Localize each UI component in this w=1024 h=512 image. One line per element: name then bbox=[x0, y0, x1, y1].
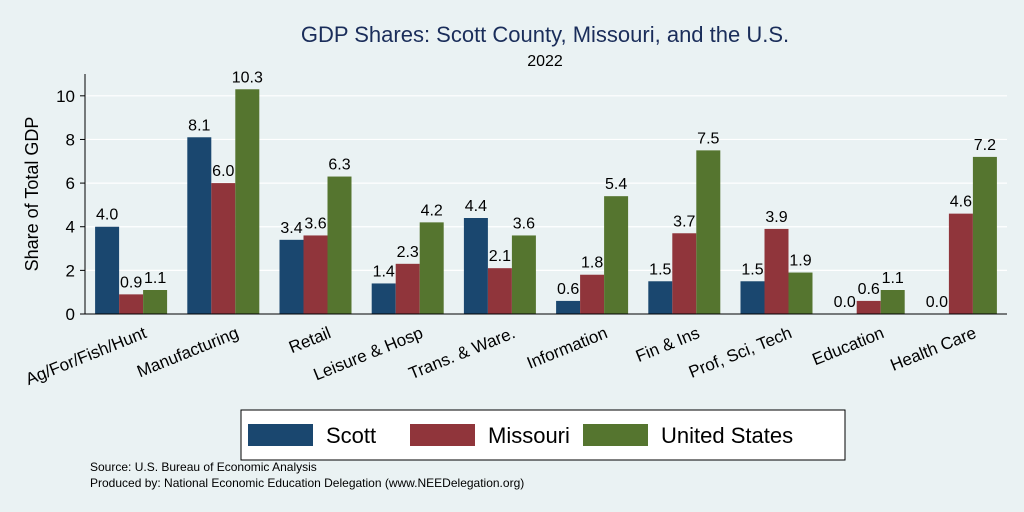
category-label: Information bbox=[524, 323, 610, 372]
data-labels: 4.00.9 1.18.16.010.33.4 3.66.31.42.34.2 4.4… bbox=[96, 69, 996, 311]
bar-united-states bbox=[696, 150, 721, 314]
data-label: 4.0 bbox=[96, 207, 118, 224]
chart-title: GDP Shares: Scott County, Missouri, and … bbox=[301, 22, 789, 47]
bar-united-states bbox=[972, 156, 997, 314]
y-tick-label: 0 bbox=[66, 305, 75, 324]
data-label: 8.1 bbox=[188, 117, 210, 134]
y-tick-label: 10 bbox=[56, 87, 75, 106]
data-label: 3.6 bbox=[304, 215, 326, 232]
bar-united-states bbox=[511, 235, 536, 314]
data-label: 2.3 bbox=[397, 244, 419, 261]
bar-scott bbox=[279, 239, 304, 314]
bar-scott bbox=[740, 281, 765, 314]
bar-united-states bbox=[327, 176, 352, 314]
data-label: 10.3 bbox=[232, 69, 263, 86]
legend-swatch bbox=[410, 424, 475, 446]
category-label: Education bbox=[809, 323, 886, 369]
bar-scott bbox=[371, 283, 396, 314]
data-label: 1.9 bbox=[789, 253, 811, 270]
data-label: 1.5 bbox=[649, 261, 671, 278]
y-tick-label: 6 bbox=[66, 174, 75, 193]
category-label: Trans. & Ware. bbox=[406, 323, 518, 383]
legend-box bbox=[240, 409, 846, 461]
bar-missouri bbox=[395, 263, 420, 314]
legend-swatch bbox=[583, 424, 648, 446]
bar-scott bbox=[556, 300, 581, 314]
data-label: 3.7 bbox=[673, 213, 695, 230]
data-label: 3.4 bbox=[280, 220, 302, 237]
bar-scott bbox=[95, 226, 120, 314]
chart-subtitle: 2022 bbox=[527, 53, 563, 70]
bar-scott bbox=[648, 281, 673, 314]
bar-missouri bbox=[948, 213, 973, 314]
category-label: Fin & Ins bbox=[633, 323, 702, 366]
y-ticks: 0 2 4 6 8 10 bbox=[56, 87, 85, 324]
bar-missouri bbox=[580, 274, 605, 314]
data-label: 1.8 bbox=[581, 255, 603, 272]
produced-note: Produced by: National Economic Education… bbox=[90, 476, 524, 490]
bar-missouri bbox=[856, 300, 881, 314]
data-label: 0.0 bbox=[834, 294, 856, 311]
bar-missouri bbox=[764, 228, 789, 314]
bar-united-states bbox=[788, 272, 813, 314]
data-label: 0.9 bbox=[120, 274, 142, 291]
bar-missouri bbox=[303, 235, 328, 314]
bar-missouri bbox=[119, 294, 144, 314]
data-label: 7.5 bbox=[697, 130, 719, 147]
y-tick-label: 4 bbox=[66, 218, 75, 237]
category-label: Retail bbox=[286, 323, 333, 357]
bar-missouri bbox=[487, 268, 512, 314]
legend-label: United States bbox=[661, 423, 793, 448]
data-label: 4.2 bbox=[421, 202, 443, 219]
data-label: 6.3 bbox=[328, 157, 350, 174]
data-label: 7.2 bbox=[974, 137, 996, 154]
data-label: 3.6 bbox=[513, 215, 535, 232]
data-label: 3.9 bbox=[765, 209, 787, 226]
bar-missouri bbox=[672, 233, 697, 314]
data-label: 0.0 bbox=[926, 294, 948, 311]
category-label: Manufacturing bbox=[134, 323, 241, 381]
data-label: 1.1 bbox=[882, 270, 904, 287]
bar-united-states bbox=[604, 196, 629, 314]
bar-united-states bbox=[880, 290, 905, 314]
bar-united-states bbox=[235, 89, 260, 314]
data-label: 0.6 bbox=[557, 281, 579, 298]
bar-scott bbox=[463, 218, 488, 314]
data-label: 1.1 bbox=[144, 270, 166, 287]
source-note: Source: U.S. Bureau of Economic Analysis bbox=[90, 460, 317, 474]
legend-label: Missouri bbox=[488, 423, 570, 448]
data-label: 1.5 bbox=[741, 261, 763, 278]
data-label: 6.0 bbox=[212, 163, 234, 180]
data-label: 0.6 bbox=[858, 281, 880, 298]
bar-scott bbox=[187, 137, 212, 314]
category-label: Prof, Sci, Tech bbox=[686, 323, 794, 382]
category-label: Health Care bbox=[888, 323, 979, 375]
bars bbox=[95, 89, 997, 314]
category-label: Ag/For/Fish/Hunt bbox=[23, 323, 150, 389]
data-label: 1.4 bbox=[373, 263, 395, 280]
bar-missouri bbox=[211, 183, 236, 314]
data-label: 4.6 bbox=[950, 194, 972, 211]
bar-united-states bbox=[419, 222, 444, 314]
legend-swatch bbox=[248, 424, 313, 446]
y-axis-label: Share of Total GDP bbox=[22, 117, 42, 272]
legend: Scott Missouri United States bbox=[240, 409, 846, 461]
y-tick-label: 2 bbox=[66, 261, 75, 280]
data-label: 4.4 bbox=[465, 198, 487, 215]
legend-label: Scott bbox=[326, 423, 376, 448]
y-tick-label: 8 bbox=[66, 130, 75, 149]
data-label: 5.4 bbox=[605, 176, 627, 193]
data-label: 2.1 bbox=[489, 248, 511, 265]
bar-united-states bbox=[143, 290, 168, 314]
